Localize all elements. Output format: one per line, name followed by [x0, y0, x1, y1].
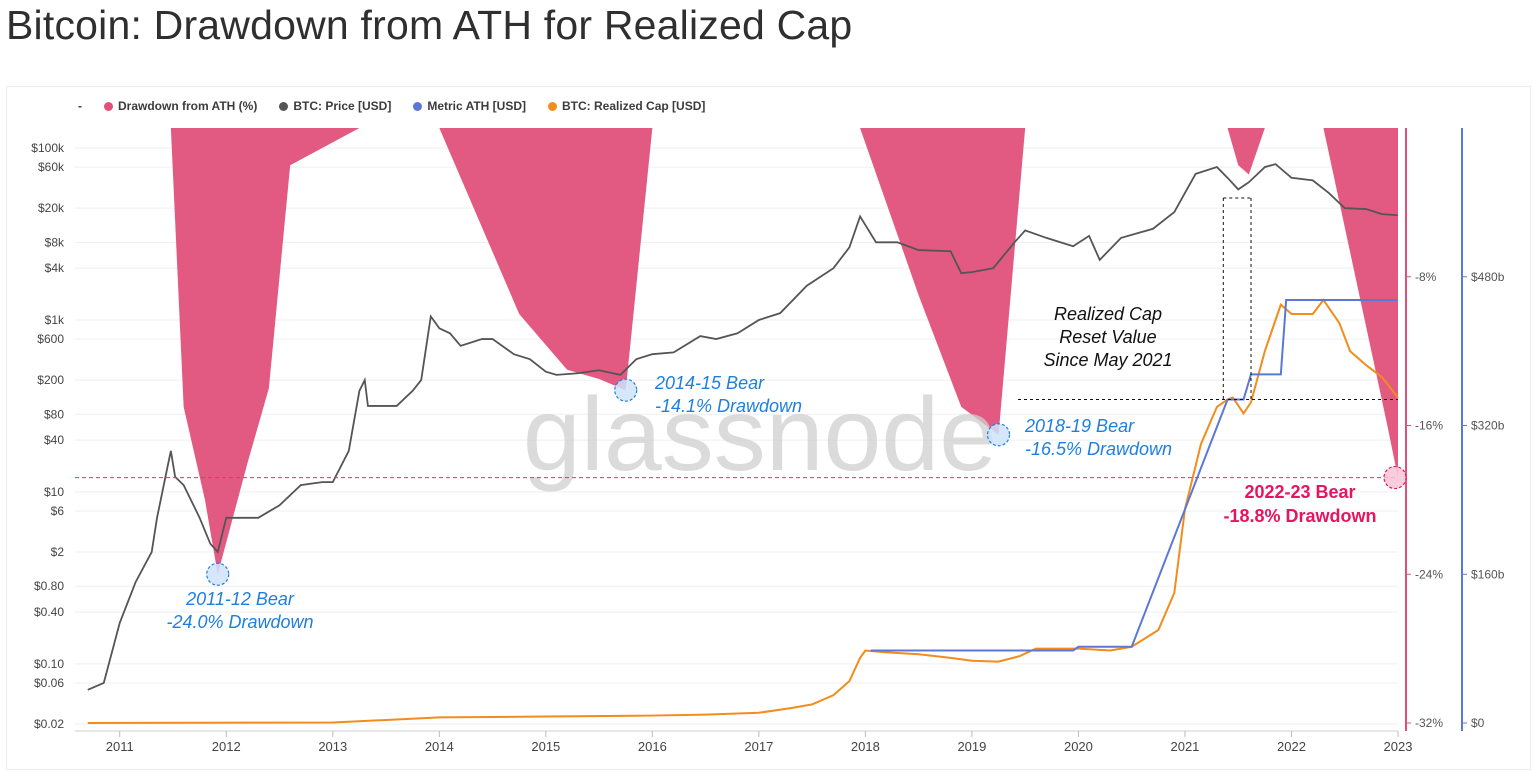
annotation-marker — [986, 423, 1011, 447]
reset-note: Realized Cap Reset Value Since May 2021 — [1043, 304, 1172, 370]
price-line — [87, 163, 1399, 691]
legend-dot-realized-cap — [548, 101, 558, 111]
chart-frame — [6, 86, 1531, 770]
annotation-0: 2011-12 Bear -24.0% Drawdown — [166, 562, 314, 632]
price-tick-label: $600 — [37, 332, 64, 346]
drawdown-tick-label: -32% — [1415, 716, 1443, 730]
price-tick-label: $8k — [45, 235, 65, 249]
x-tick-label: 2015 — [531, 739, 560, 754]
realized-cap-tick-label: $480b — [1471, 270, 1505, 284]
legend-label-drawdown: Drawdown from ATH (%) — [118, 99, 258, 113]
annotation-title: 2022-23 Bear — [1244, 482, 1355, 502]
drawdown-area — [170, 128, 1398, 575]
annotation-marker — [614, 378, 638, 402]
price-axis: $100k $60k $20k $8k $4k $1k $600 $200 $80 $40 $10 $… — [31, 141, 65, 731]
annotation-title: 2014-15 Bear — [654, 373, 765, 393]
annotation-title: 2018-19 Bear — [1024, 416, 1135, 436]
x-tick-label: 2020 — [1064, 739, 1093, 754]
watermark: glassnode — [523, 377, 997, 493]
price-tick-label: $0.10 — [34, 657, 64, 671]
legend-item-realized-cap[interactable]: BTC: Realized Cap [USD] — [548, 99, 705, 113]
price-tick-label: $1k — [45, 313, 65, 327]
legend-item-metric-ath[interactable]: Metric ATH [USD] — [413, 99, 526, 113]
price-tick-label: $80 — [44, 407, 64, 421]
legend-dot-metric-ath — [413, 101, 423, 111]
legend-label-realized-cap: BTC: Realized Cap [USD] — [562, 99, 706, 113]
annotation-2: 2018-19 Bear -16.5% Drawdown — [986, 416, 1172, 459]
x-tick-label: 2022 — [1277, 739, 1306, 754]
legend-dash: - — [78, 99, 82, 113]
realized-cap-tick-label: $0 — [1471, 716, 1485, 730]
right-axes: -8% -16% -24% -32% $480b $320b $160b $0 — [1405, 128, 1505, 731]
price-tick-label: $40 — [44, 433, 64, 447]
x-axis: 2011 2012 2013 2014 2015 2016 2017 2018 2019 2020… — [75, 730, 1413, 754]
annotation-subtitle: -14.1% Drawdown — [655, 396, 802, 416]
annotation-3: 2022-23 Bear -18.8% Drawdown — [1223, 465, 1407, 526]
drawdown-tick-label: -24% — [1415, 567, 1443, 581]
annotation-subtitle: -18.8% Drawdown — [1223, 506, 1376, 526]
grid-lines — [75, 147, 1398, 725]
price-tick-label: $10 — [44, 485, 64, 499]
price-tick-label: $0.40 — [34, 605, 64, 619]
annotation-title: 2011-12 Bear — [185, 589, 295, 609]
price-tick-label: $60k — [38, 160, 65, 174]
realized-cap-tick-label: $160b — [1471, 567, 1505, 581]
drawdown-tick-label: -16% — [1415, 419, 1443, 433]
price-tick-label: $6 — [51, 504, 65, 518]
x-tick-label: 2017 — [744, 739, 773, 754]
x-tick-label: 2012 — [212, 739, 241, 754]
realized-cap-tick-label: $320b — [1471, 419, 1505, 433]
x-tick-label: 2023 — [1384, 739, 1413, 754]
annotation-subtitle: -16.5% Drawdown — [1025, 439, 1172, 459]
annotation-subtitle: -24.0% Drawdown — [166, 612, 313, 632]
price-tick-label: $2 — [51, 545, 65, 559]
x-tick-label: 2019 — [957, 739, 986, 754]
legend-label-price: BTC: Price [USD] — [293, 99, 392, 113]
legend-item-price[interactable]: BTC: Price [USD] — [279, 99, 391, 113]
reset-note-line: Realized Cap — [1054, 304, 1162, 324]
page-title: Bitcoin: Drawdown from ATH for Realized … — [6, 2, 853, 48]
drawdown-tick-label: -8% — [1415, 270, 1437, 284]
legend: - Drawdown from ATH (%) BTC: Price [USD]… — [78, 96, 727, 116]
price-tick-label: $0.06 — [34, 676, 64, 690]
price-tick-label: $4k — [45, 261, 65, 275]
price-tick-label: $0.02 — [34, 717, 64, 731]
legend-item-drawdown[interactable]: Drawdown from ATH (%) — [104, 99, 257, 113]
annotation-marker — [206, 562, 230, 586]
price-tick-label: $100k — [31, 141, 65, 155]
x-tick-label: 2016 — [638, 739, 667, 754]
legend-dot-drawdown — [104, 101, 113, 111]
price-tick-label: $20k — [38, 201, 65, 215]
x-tick-label: 2021 — [1170, 739, 1199, 754]
legend-dot-price — [279, 101, 289, 111]
annotation-marker — [1383, 465, 1407, 490]
x-tick-label: 2018 — [851, 739, 880, 754]
realized-cap-line — [87, 298, 1399, 724]
price-tick-label: $0.80 — [34, 579, 64, 593]
annotation-1: 2014-15 Bear -14.1% Drawdown — [614, 373, 802, 416]
price-tick-label: $200 — [37, 373, 64, 387]
x-tick-label: 2011 — [106, 739, 134, 754]
x-tick-label: 2014 — [425, 739, 454, 754]
x-tick-label: 2013 — [318, 739, 347, 754]
legend-label-metric-ath: Metric ATH [USD] — [427, 99, 527, 113]
reset-note-line: Since May 2021 — [1043, 350, 1172, 370]
reset-note-line: Reset Value — [1059, 327, 1156, 347]
